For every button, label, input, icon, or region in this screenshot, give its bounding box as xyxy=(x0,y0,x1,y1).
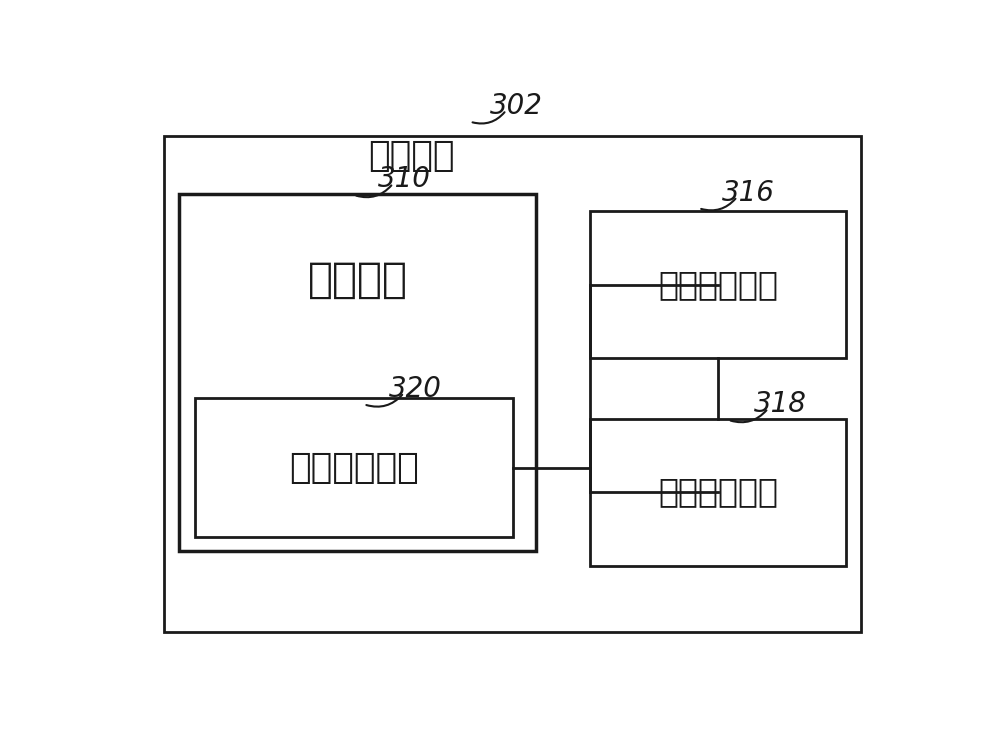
Bar xyxy=(164,136,861,632)
Text: 316: 316 xyxy=(722,178,775,207)
Text: 310: 310 xyxy=(378,166,430,193)
Text: 编程控制电路: 编程控制电路 xyxy=(658,476,778,509)
Text: 302: 302 xyxy=(490,92,543,120)
Text: 神经刺激模块: 神经刺激模块 xyxy=(289,451,418,485)
Bar xyxy=(195,398,512,537)
Text: 用户界面: 用户界面 xyxy=(308,259,408,301)
Bar xyxy=(590,419,846,565)
Text: 320: 320 xyxy=(389,374,442,403)
Bar xyxy=(590,211,846,358)
Text: 318: 318 xyxy=(753,390,806,418)
Bar xyxy=(179,194,536,551)
Text: 编程装置: 编程装置 xyxy=(368,139,455,173)
Text: 编程控制电路: 编程控制电路 xyxy=(658,267,778,301)
